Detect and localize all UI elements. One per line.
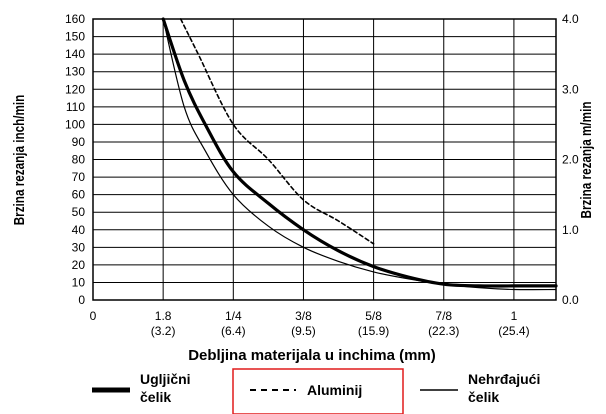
x-tick-label: 0 (90, 309, 97, 323)
y-tick-label-left: 140 (65, 47, 85, 61)
y-tick-label-left: 70 (72, 170, 86, 184)
x-tick-sublabel: (3.2) (151, 324, 176, 338)
series-carbon-steel-line (161, 17, 558, 288)
y-tick-label-left: 20 (72, 258, 86, 272)
x-tick-label: 1/4 (225, 309, 242, 323)
legend-label-line2: čelik (468, 389, 499, 405)
plot-frame (92, 18, 557, 301)
y-tick-label-left: 10 (72, 275, 86, 289)
y-tick-label-left: 130 (65, 65, 85, 79)
y-tick-label-left: 30 (72, 240, 86, 254)
x-tick-sublabel: (9.5) (291, 324, 316, 338)
series-aluminium-line (179, 18, 375, 245)
y-tick-label-right: 1.0 (562, 223, 579, 237)
x-tick-label: 5/8 (365, 309, 382, 323)
legend-label-line2: čelik (140, 389, 171, 405)
y-tick-label-left: 120 (65, 82, 85, 96)
legend-label: Aluminij (307, 382, 362, 398)
y-tick-label-left: 60 (72, 188, 86, 202)
x-tick-sublabel: (6.4) (221, 324, 246, 338)
series-stainless-steel-line (162, 18, 557, 291)
x-tick-label: 1.8 (155, 309, 172, 323)
y-tick-label-left: 110 (66, 100, 85, 114)
x-tick-label: 3/8 (295, 309, 312, 323)
y-tick-label-left: 0 (78, 293, 85, 307)
y-tick-label-right: 0.0 (562, 293, 579, 307)
x-tick-sublabel: (22.3) (428, 324, 459, 338)
legend-item-stainless-steel: Nehrđajući čelik (420, 371, 540, 405)
y-tick-label-left: 90 (72, 135, 86, 149)
y-tick-label-left: 160 (65, 12, 85, 26)
legend-label-line1: Nehrđajući (468, 371, 540, 387)
legend-highlight-box (232, 368, 404, 414)
legend: Ugljični čelik Aluminij Nehrđajući čelik (92, 368, 540, 414)
x-tick-sublabel: (25.4) (498, 324, 529, 338)
x-axis-title: Debljina materijala u inchima (mm) (188, 347, 436, 364)
legend-label-line1: Ugljični (140, 371, 191, 387)
grid (93, 19, 556, 300)
x-tick-label: 1 (511, 309, 518, 323)
series-layer (161, 17, 558, 291)
y-axis-right-title: Brzina rezanja m/min (578, 102, 595, 219)
y-tick-label-left: 40 (72, 223, 86, 237)
tick-labels: 0102030405060708090100110120130140150160… (65, 12, 579, 338)
y-tick-label-right: 4.0 (562, 12, 579, 26)
x-tick-label: 7/8 (435, 309, 452, 323)
y-tick-label-left: 150 (65, 30, 85, 44)
y-axis-left-title: Brzina rezanja inch/min (11, 95, 28, 226)
y-tick-label-right: 3.0 (562, 82, 579, 96)
legend-item-carbon-steel: Ugljični čelik (92, 371, 191, 405)
y-tick-label-left: 80 (72, 153, 86, 167)
y-tick-label-left: 100 (65, 117, 85, 131)
x-tick-sublabel: (15.9) (358, 324, 389, 338)
y-tick-label-left: 50 (72, 205, 86, 219)
legend-item-aluminium: Aluminij (232, 368, 404, 414)
y-tick-label-right: 2.0 (562, 153, 579, 167)
